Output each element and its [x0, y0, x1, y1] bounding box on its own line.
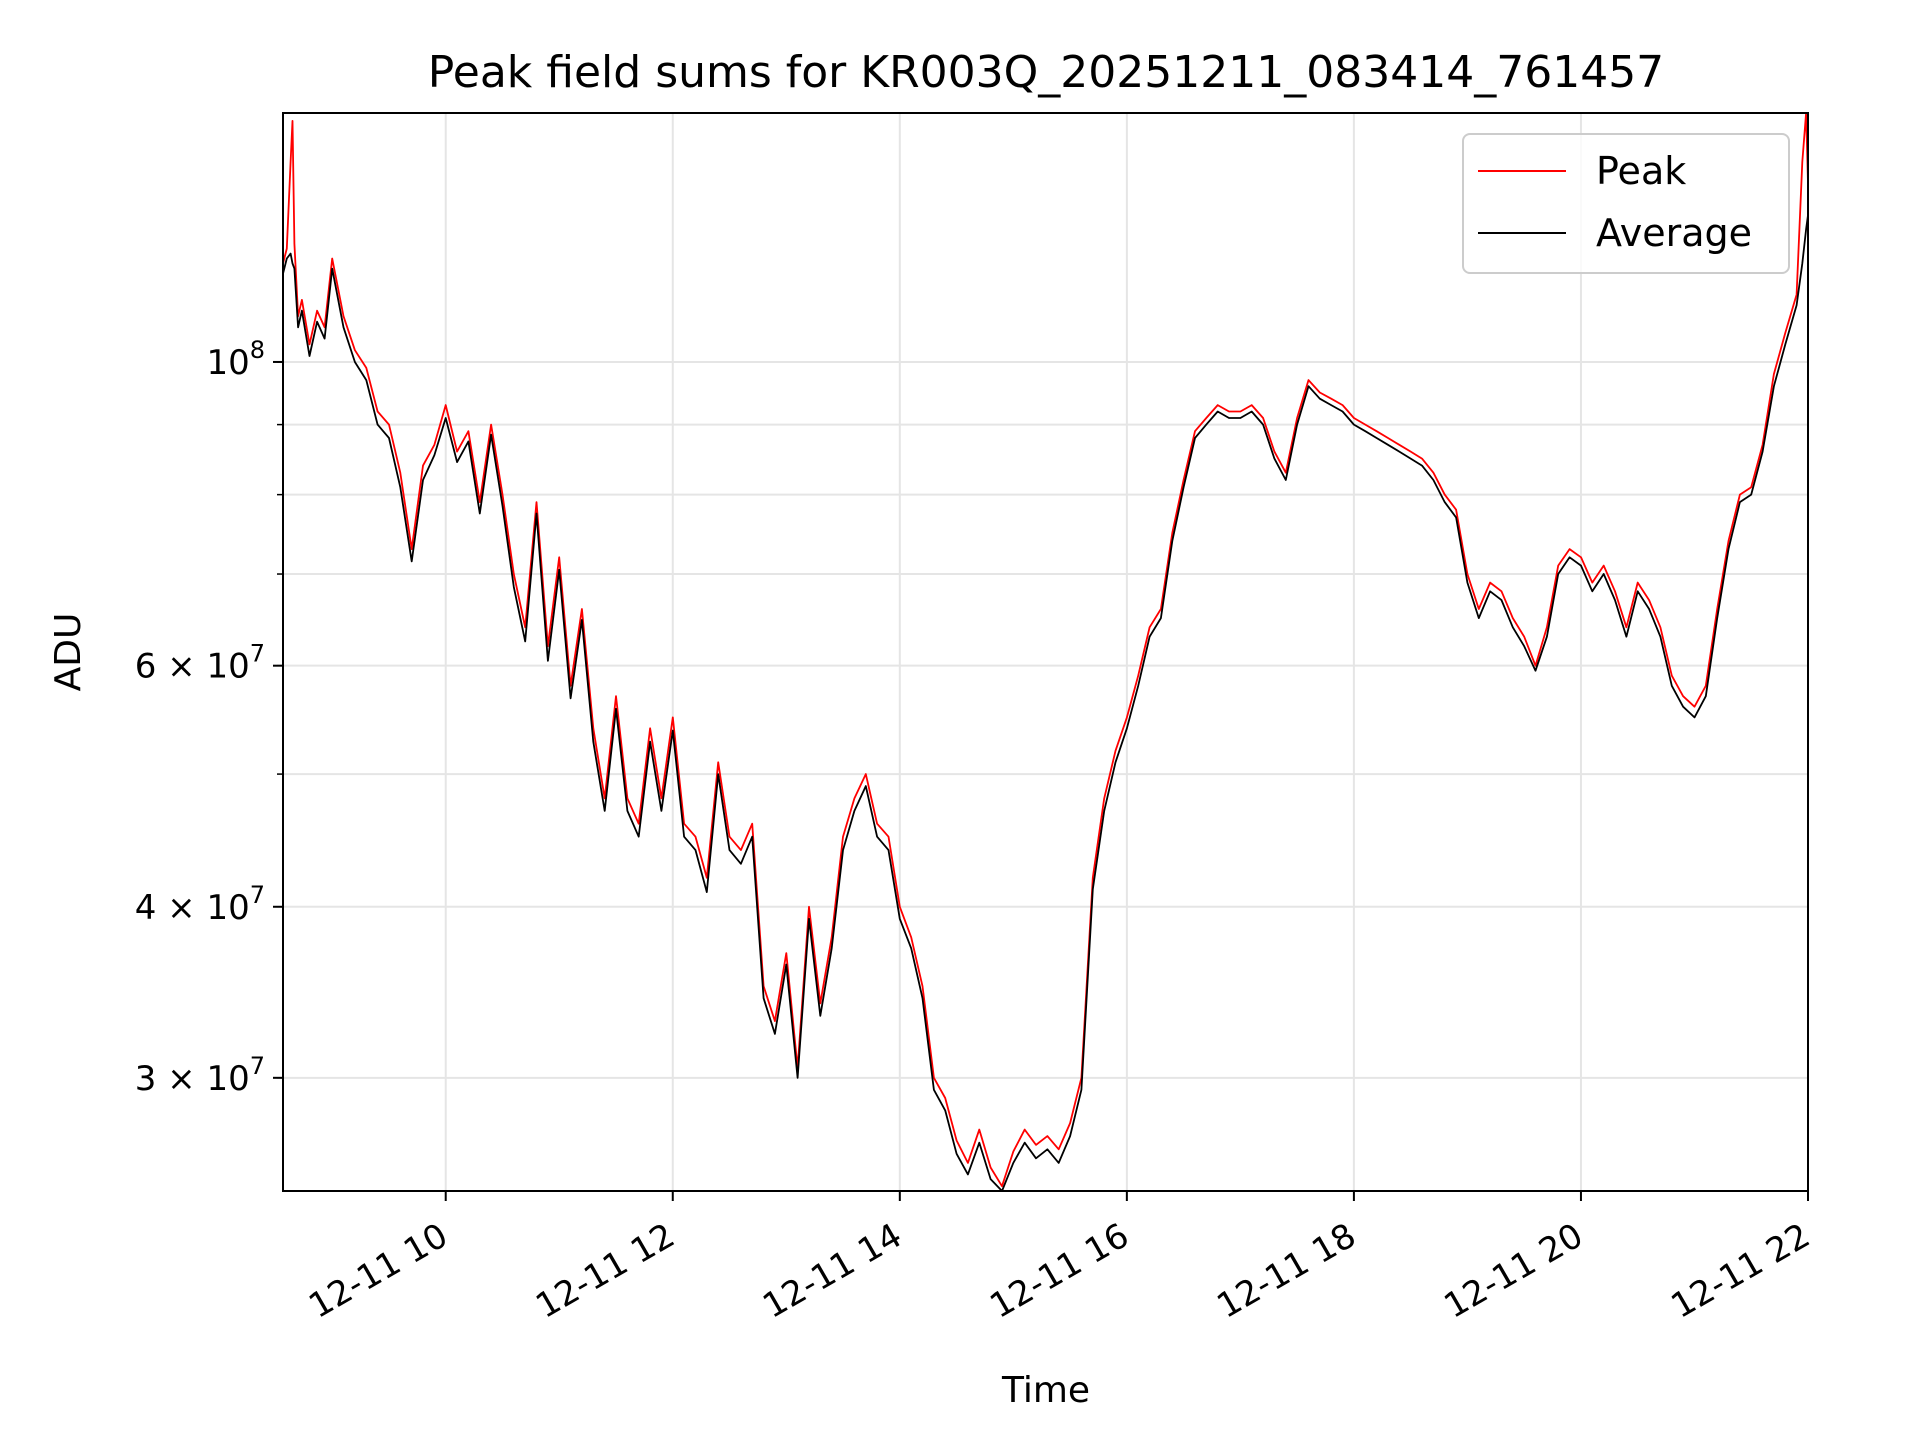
chart-title: Peak field sums for KR003Q_20251211_0834…	[428, 47, 1664, 98]
plot-frame	[282, 112, 1809, 1192]
y-tick-label: 3 × 107	[135, 1052, 265, 1099]
x-axis-label: Time	[1001, 1370, 1090, 1411]
legend-box	[1462, 133, 1790, 274]
y-axis-label: ADU	[48, 613, 89, 692]
y-tick-label: 108	[206, 336, 265, 383]
legend-label-average: Average	[1596, 211, 1752, 255]
y-axis: 108 6 × 107 4 × 107 3 × 107	[135, 336, 283, 1099]
series-layer	[282, 112, 1809, 1192]
legend: Peak Average	[1462, 133, 1790, 274]
series-line-peak	[282, 112, 1809, 1188]
y-tick-label: 4 × 107	[135, 881, 265, 928]
grid	[283, 113, 1809, 1191]
y-tick-label: 6 × 107	[135, 640, 265, 687]
legend-label-peak: Peak	[1596, 149, 1686, 193]
series-line-average	[282, 215, 1809, 1192]
